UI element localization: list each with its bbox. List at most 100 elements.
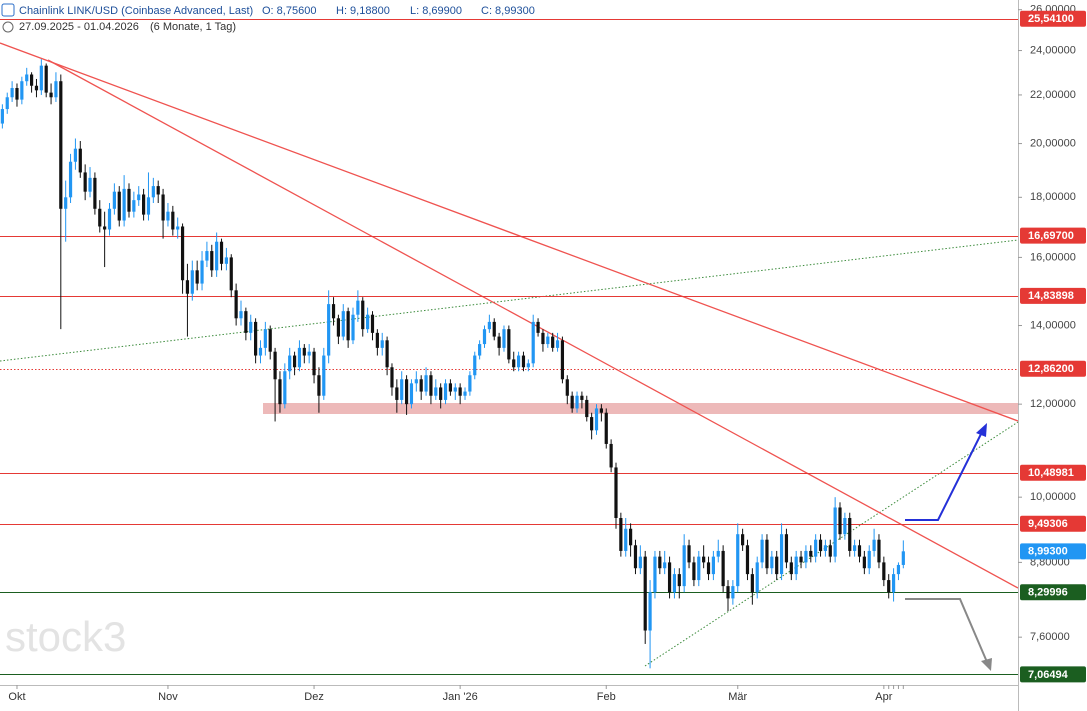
level-badge (1020, 360, 1086, 377)
candle-body (117, 191, 121, 221)
candle-body (590, 417, 594, 431)
candle-body (151, 186, 155, 198)
candle-body (327, 304, 331, 356)
candle-body (823, 545, 827, 551)
level-badge (1020, 464, 1086, 481)
candle-body (794, 556, 798, 575)
candle-body (541, 332, 545, 345)
candle-body (784, 534, 789, 563)
candle-body (346, 311, 350, 341)
candle-body (244, 311, 248, 333)
candle-body (29, 74, 34, 86)
y-tick-label: 18,00000 (1030, 191, 1076, 203)
candle-body (103, 226, 107, 230)
y-tick-label: 14,00000 (1030, 319, 1076, 331)
candle-body (68, 161, 73, 198)
candle-body (307, 351, 311, 356)
candle-body (663, 562, 667, 569)
candle-body (872, 539, 876, 551)
candle-body (414, 379, 418, 384)
candle-body (107, 208, 112, 230)
candle-body (93, 177, 97, 209)
candle-body (487, 321, 491, 330)
candle-body (59, 81, 63, 209)
x-tick-label: Nov (158, 691, 178, 703)
candle-body (424, 375, 428, 392)
candle-body (575, 395, 579, 409)
candle-body (366, 314, 370, 330)
header-open: O: 8,75600 (262, 5, 316, 17)
candle-body (862, 556, 866, 569)
y-tick-label: 20,00000 (1030, 137, 1076, 149)
candle-body (127, 188, 131, 212)
candle-body (180, 226, 185, 281)
clock-icon (2, 21, 14, 33)
arrow-up (905, 431, 983, 521)
candle-body (302, 347, 306, 356)
candle-body (166, 211, 170, 221)
candle-body (721, 550, 725, 587)
candle-body (132, 200, 136, 212)
candle-body (521, 355, 526, 368)
candle-body (404, 379, 409, 405)
candle-body (185, 280, 190, 294)
x-tick-label: Feb (597, 691, 616, 703)
header-period: (6 Monate, 1 Tag) (150, 21, 236, 33)
candle-body (273, 351, 277, 380)
candle-body (0, 109, 4, 124)
level-badge (1020, 666, 1086, 683)
candle-body (512, 359, 516, 368)
header-high: H: 9,18800 (336, 5, 390, 17)
candle-body (142, 194, 146, 215)
candle-body (473, 355, 477, 376)
candle-body (677, 574, 681, 587)
candle-body (546, 336, 550, 345)
candle-body (395, 387, 399, 400)
level-badge (1020, 227, 1086, 244)
candle-body (755, 562, 759, 593)
candle-body (54, 81, 58, 98)
level-label: 10,48981 (1028, 467, 1074, 479)
level-badge (1020, 515, 1086, 532)
candle-body (887, 580, 891, 593)
y-tick-label: 7,60000 (1030, 631, 1070, 643)
candle-body (594, 408, 599, 431)
arrow-head (976, 423, 987, 437)
candle-body (341, 311, 345, 337)
candle-body (249, 321, 253, 333)
candle-body (5, 97, 9, 110)
candle-body (682, 545, 686, 587)
candle-body (702, 556, 706, 563)
candle-body (779, 534, 784, 575)
arrow-down (905, 598, 988, 663)
candle-body (83, 172, 87, 192)
watermark: stock3 (5, 613, 126, 660)
candle-body (624, 528, 628, 551)
candle-body (775, 556, 779, 575)
candle-body (765, 539, 769, 569)
candle-body (356, 300, 360, 315)
candle-body (750, 574, 754, 593)
candle-body (98, 208, 102, 227)
level-badge (1020, 287, 1086, 304)
y-tick-label: 16,00000 (1030, 251, 1076, 263)
candle-body (25, 74, 29, 82)
candle-body (516, 355, 521, 368)
y-tick-label: 22,00000 (1030, 89, 1076, 101)
candle-body (570, 395, 574, 409)
candle-body (88, 177, 92, 192)
candle-body (867, 550, 871, 569)
candle-body (507, 329, 511, 360)
candle-body (857, 545, 862, 557)
candle-body (39, 65, 43, 91)
candle-body (492, 321, 496, 337)
candle-body (648, 592, 652, 631)
y-tick-label: 12,00000 (1030, 398, 1076, 410)
candle-body (78, 148, 82, 173)
candle-body (263, 329, 267, 348)
candle-body (224, 257, 228, 264)
candle-body (814, 539, 818, 557)
candle-body (195, 270, 199, 284)
